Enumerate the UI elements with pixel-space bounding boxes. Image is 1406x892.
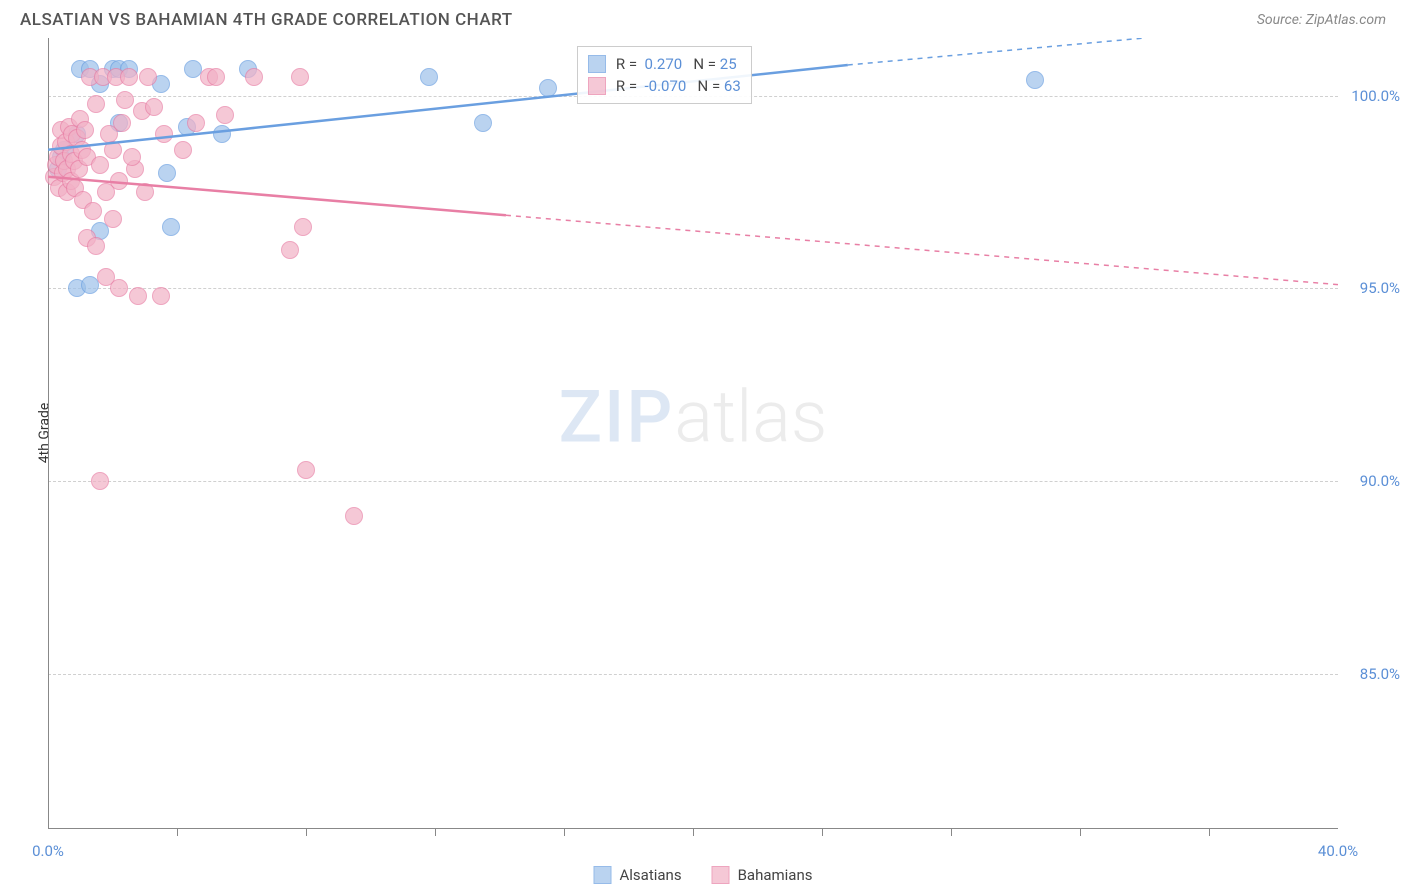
legend-swatch-icon bbox=[588, 55, 606, 73]
data-point bbox=[281, 241, 299, 259]
x-tick bbox=[177, 828, 178, 836]
data-point bbox=[136, 183, 154, 201]
legend-swatch-icon bbox=[588, 77, 606, 95]
x-tick-label: 0.0% bbox=[32, 842, 64, 860]
correlation-legend: R = 0.270 N = 25 R = -0.070 N = 63 bbox=[577, 46, 752, 104]
trend-line bbox=[48, 38, 1338, 828]
data-point bbox=[174, 141, 192, 159]
trend-line bbox=[48, 38, 1338, 828]
chart-title: ALSATIAN VS BAHAMIAN 4TH GRADE CORRELATI… bbox=[20, 10, 513, 30]
data-point bbox=[110, 172, 128, 190]
data-point bbox=[139, 68, 157, 86]
watermark: ZIPatlas bbox=[559, 375, 828, 460]
legend-stats: R = 0.270 N = 25 bbox=[616, 55, 737, 73]
data-point bbox=[245, 68, 263, 86]
legend-swatch-icon bbox=[594, 866, 612, 884]
gridline bbox=[48, 288, 1338, 289]
x-tick bbox=[951, 828, 952, 836]
x-tick-label: 40.0% bbox=[1318, 842, 1358, 860]
data-point bbox=[162, 218, 180, 236]
data-point bbox=[129, 287, 147, 305]
watermark-atlas: atlas bbox=[674, 375, 827, 460]
bottom-legend: Alsatians Bahamians bbox=[594, 866, 813, 884]
data-point bbox=[91, 472, 109, 490]
data-point bbox=[104, 141, 122, 159]
data-point bbox=[474, 114, 492, 132]
y-tick-label: 95.0% bbox=[1342, 279, 1400, 297]
x-tick bbox=[693, 828, 694, 836]
gridline bbox=[48, 674, 1338, 675]
data-point bbox=[297, 461, 315, 479]
data-point bbox=[123, 148, 141, 166]
data-point bbox=[294, 218, 312, 236]
y-tick-label: 100.0% bbox=[1342, 87, 1400, 105]
data-point bbox=[152, 287, 170, 305]
x-tick bbox=[822, 828, 823, 836]
data-point bbox=[291, 68, 309, 86]
data-point bbox=[84, 202, 102, 220]
data-point bbox=[216, 106, 234, 124]
y-tick-label: 90.0% bbox=[1342, 472, 1400, 490]
legend-stats: R = -0.070 N = 63 bbox=[616, 77, 741, 95]
bottom-legend-item: Alsatians bbox=[594, 866, 682, 884]
legend-row: R = 0.270 N = 25 bbox=[588, 53, 741, 75]
bottom-legend-item: Bahamians bbox=[712, 866, 813, 884]
data-point bbox=[539, 79, 557, 97]
x-tick bbox=[564, 828, 565, 836]
data-point bbox=[1026, 71, 1044, 89]
plot-region: ZIPatlas 85.0%90.0%95.0%100.0%0.0%40.0%R… bbox=[48, 38, 1338, 828]
x-tick bbox=[306, 828, 307, 836]
x-tick bbox=[1080, 828, 1081, 836]
gridline bbox=[48, 481, 1338, 482]
data-point bbox=[116, 91, 134, 109]
legend-label: Bahamians bbox=[738, 866, 813, 884]
data-point bbox=[120, 68, 138, 86]
y-tick-label: 85.0% bbox=[1342, 665, 1400, 683]
data-point bbox=[87, 237, 105, 255]
x-tick bbox=[435, 828, 436, 836]
data-point bbox=[104, 210, 122, 228]
data-point bbox=[187, 114, 205, 132]
data-point bbox=[87, 95, 105, 113]
watermark-zip: ZIP bbox=[559, 375, 675, 460]
chart-area: 4th Grade ZIPatlas 85.0%90.0%95.0%100.0%… bbox=[48, 38, 1396, 828]
data-point bbox=[113, 114, 131, 132]
data-point bbox=[207, 68, 225, 86]
data-point bbox=[158, 164, 176, 182]
data-point bbox=[91, 156, 109, 174]
legend-row: R = -0.070 N = 63 bbox=[588, 75, 741, 97]
legend-label: Alsatians bbox=[620, 866, 682, 884]
data-point bbox=[110, 279, 128, 297]
data-point bbox=[345, 507, 363, 525]
data-point bbox=[420, 68, 438, 86]
chart-source: Source: ZipAtlas.com bbox=[1257, 12, 1386, 28]
data-point bbox=[213, 125, 231, 143]
data-point bbox=[76, 121, 94, 139]
data-point bbox=[145, 98, 163, 116]
legend-swatch-icon bbox=[712, 866, 730, 884]
x-tick bbox=[1209, 828, 1210, 836]
data-point bbox=[155, 125, 173, 143]
